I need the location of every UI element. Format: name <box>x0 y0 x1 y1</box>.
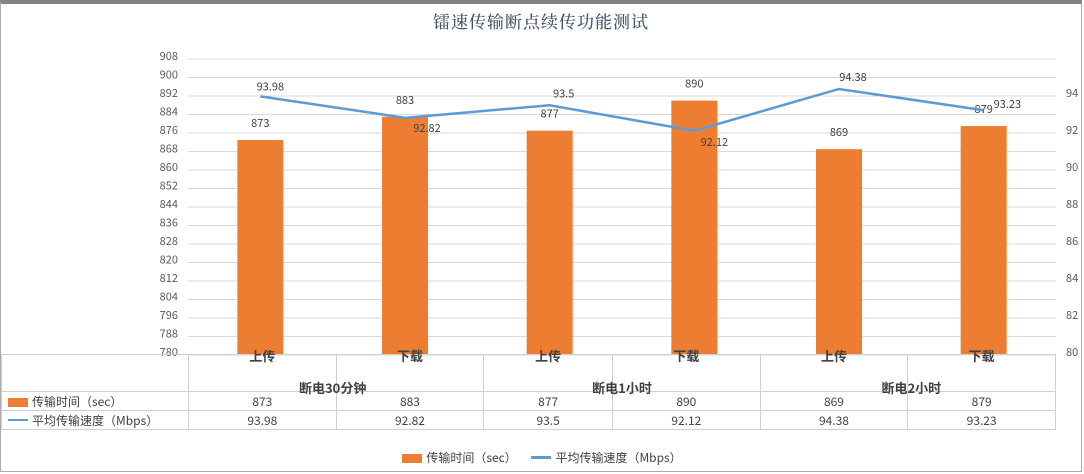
svg-text:90: 90 <box>1066 159 1078 175</box>
svg-text:788: 788 <box>160 326 178 342</box>
svg-text:873: 873 <box>251 115 269 131</box>
svg-text:92: 92 <box>1066 122 1078 138</box>
svg-text:890: 890 <box>685 76 703 92</box>
svg-text:82: 82 <box>1066 307 1078 323</box>
svg-text:92.12: 92.12 <box>701 134 728 150</box>
svg-text:877: 877 <box>541 106 559 122</box>
svg-text:900: 900 <box>160 67 178 83</box>
svg-text:828: 828 <box>160 233 178 249</box>
svg-text:94.38: 94.38 <box>839 69 866 85</box>
svg-text:88: 88 <box>1066 196 1078 212</box>
svg-text:876: 876 <box>160 122 178 138</box>
svg-text:93.98: 93.98 <box>257 78 284 94</box>
svg-text:80: 80 <box>1066 344 1078 360</box>
svg-text:92.82: 92.82 <box>413 120 440 136</box>
svg-text:84: 84 <box>1066 270 1078 286</box>
svg-text:860: 860 <box>160 159 178 175</box>
svg-text:884: 884 <box>160 104 178 120</box>
svg-text:836: 836 <box>160 215 178 231</box>
svg-text:892: 892 <box>160 85 178 101</box>
svg-text:93.23: 93.23 <box>994 96 1021 112</box>
svg-text:820: 820 <box>160 252 178 268</box>
svg-text:94: 94 <box>1066 85 1078 101</box>
svg-text:852: 852 <box>160 178 178 194</box>
svg-text:812: 812 <box>160 270 178 286</box>
svg-text:868: 868 <box>160 141 178 157</box>
svg-text:869: 869 <box>830 124 848 140</box>
svg-text:908: 908 <box>160 48 178 64</box>
svg-text:883: 883 <box>396 92 414 108</box>
svg-text:796: 796 <box>160 307 178 323</box>
svg-text:93.5: 93.5 <box>553 85 574 101</box>
svg-text:86: 86 <box>1066 233 1078 249</box>
svg-text:844: 844 <box>160 196 178 212</box>
svg-text:804: 804 <box>160 289 178 305</box>
